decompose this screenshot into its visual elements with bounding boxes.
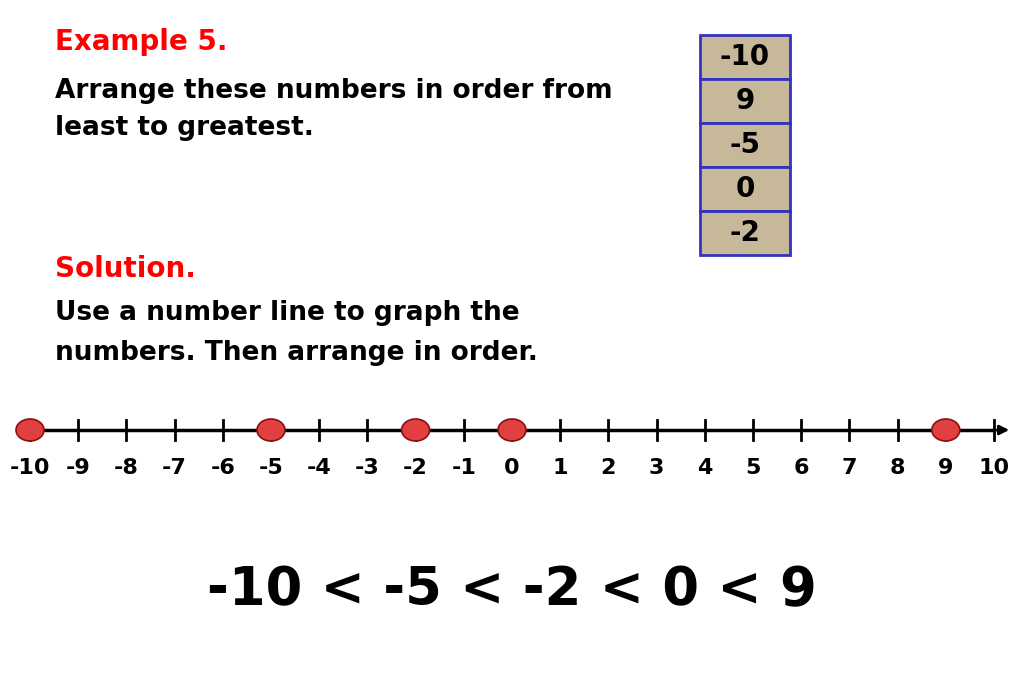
Text: Solution.: Solution. [55,255,196,283]
Bar [700,123,790,167]
Text: numbers. Then arrange in order.: numbers. Then arrange in order. [55,340,538,366]
Text: 5: 5 [745,458,761,478]
Text: 4: 4 [697,458,713,478]
Bar [700,35,790,79]
Ellipse shape [498,419,526,441]
Bar [700,167,790,211]
Text: Arrange these numbers in order from: Arrange these numbers in order from [55,78,612,104]
Text: 1: 1 [553,458,568,478]
Text: 3: 3 [649,458,665,478]
Bar [700,79,790,123]
Bar [700,211,790,255]
Ellipse shape [257,419,285,441]
Text: 9: 9 [735,87,755,115]
Text: 10: 10 [979,458,1010,478]
Ellipse shape [932,419,959,441]
Text: -5: -5 [259,458,284,478]
Text: 8: 8 [890,458,905,478]
Text: -2: -2 [729,219,761,247]
Text: -9: -9 [66,458,90,478]
Text: -4: -4 [307,458,332,478]
Text: -5: -5 [729,131,761,159]
Text: least to greatest.: least to greatest. [55,115,314,141]
Ellipse shape [401,419,430,441]
Text: Use a number line to graph the: Use a number line to graph the [55,300,519,326]
Text: -10: -10 [720,43,770,71]
Text: 0: 0 [504,458,520,478]
Text: -10: -10 [10,458,50,478]
Text: 0: 0 [735,175,755,203]
Text: 9: 9 [938,458,953,478]
Text: -1: -1 [452,458,476,478]
Text: 6: 6 [794,458,809,478]
Text: -6: -6 [210,458,236,478]
Text: 2: 2 [601,458,616,478]
Text: -8: -8 [114,458,139,478]
Text: -3: -3 [355,458,380,478]
Text: Example 5.: Example 5. [55,28,227,56]
Text: -2: -2 [403,458,428,478]
Text: -7: -7 [162,458,187,478]
Ellipse shape [16,419,44,441]
Text: -10 < -5 < -2 < 0 < 9: -10 < -5 < -2 < 0 < 9 [207,564,817,616]
Text: 7: 7 [842,458,857,478]
